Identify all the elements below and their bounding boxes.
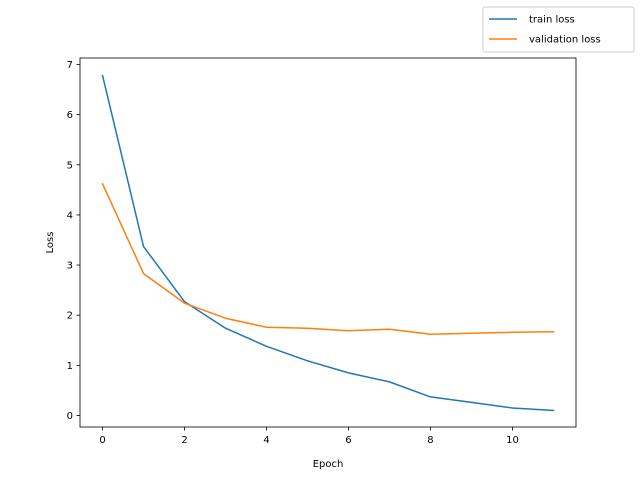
series-layer (101, 74, 555, 412)
plot-area (80, 58, 576, 427)
series-line-train-loss (101, 74, 555, 412)
y-tick-label: 2 (67, 311, 73, 322)
x-axis-label: Epoch (313, 459, 344, 470)
legend-box (482, 6, 635, 53)
legend: train loss validation loss (482, 6, 635, 53)
series-line-validation-loss (101, 182, 555, 335)
x-tick-label: 4 (263, 435, 269, 446)
x-tick-label: 6 (345, 435, 351, 446)
x-tick-label: 0 (99, 435, 105, 446)
y-tick-label: 6 (67, 110, 73, 121)
y-tick-label: 1 (67, 361, 73, 372)
y-tick-label: 7 (67, 60, 73, 71)
x-tick-label: 10 (506, 435, 519, 446)
y-axis-label: Loss (45, 232, 56, 254)
x-tick-label: 2 (181, 435, 187, 446)
y-tick-label: 0 (67, 411, 73, 422)
y-tick-label: 4 (67, 210, 73, 221)
y-tick-label: 5 (67, 160, 73, 171)
y-tick-label: 3 (67, 261, 73, 272)
x-tick-label: 8 (427, 435, 433, 446)
x-axis: 0 2 4 6 8 10 (99, 427, 519, 446)
y-axis: 0 1 2 3 4 5 6 7 (67, 60, 80, 422)
plot-frame (79, 57, 577, 428)
legend-label-train-loss: train loss (529, 15, 575, 26)
legend-label-validation-loss: validation loss (529, 35, 601, 46)
